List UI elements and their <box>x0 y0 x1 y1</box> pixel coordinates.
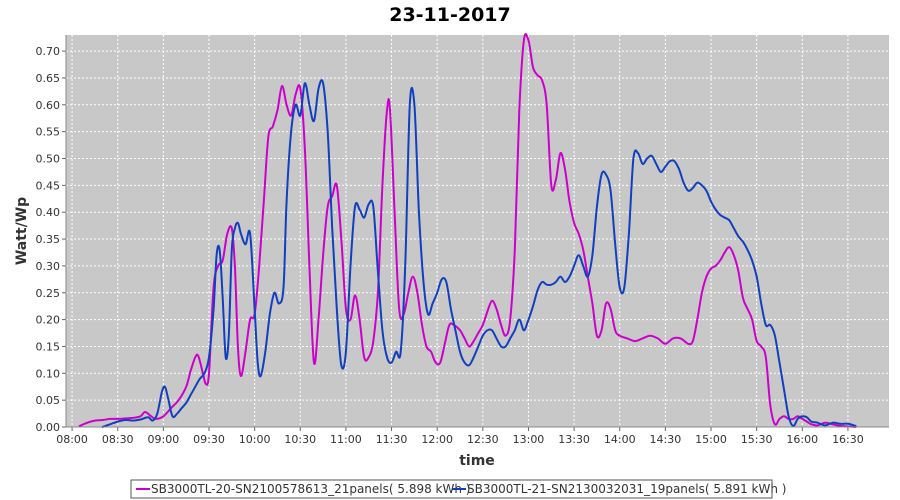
series-line-2 <box>101 79 857 428</box>
x-tick-label: 10:30 <box>284 433 316 446</box>
y-tick-label: 0.10 <box>36 367 61 380</box>
x-tick-label: 15:00 <box>695 433 727 446</box>
y-tick-label: 0.25 <box>36 287 61 300</box>
y-tick-label: 0.40 <box>36 206 61 219</box>
x-tick-label: 15:30 <box>741 433 773 446</box>
legend: SB3000TL-20-SN2100578613_21panels( 5.898… <box>130 479 786 499</box>
x-tick-label: 12:30 <box>467 433 499 446</box>
x-tick-label: 14:00 <box>604 433 636 446</box>
y-tick-label: 0.65 <box>36 72 61 85</box>
y-tick-label: 0.00 <box>36 421 61 434</box>
y-axis-label: Watt/Wp <box>14 197 30 265</box>
y-tick-label: 0.45 <box>36 179 61 192</box>
plot-area <box>66 35 889 427</box>
legend-label-series-1: SB3000TL-20-SN2100578613_21panels( 5.898… <box>151 482 470 496</box>
x-tick-label: 13:30 <box>558 433 590 446</box>
y-tick-label: 0.70 <box>36 45 61 58</box>
x-tick-label: 09:00 <box>148 433 180 446</box>
x-tick-label: 16:30 <box>832 433 864 446</box>
x-tick-label: 13:00 <box>513 433 545 446</box>
x-tick-label: 12:00 <box>421 433 453 446</box>
y-tick-label: 0.30 <box>36 260 61 273</box>
y-tick-label: 0.50 <box>36 153 61 166</box>
axes: 0.00 0.05 0.10 0.15 0.20 0.25 0.30 0.35 0.40 0.45… <box>36 35 889 446</box>
x-tick-label: 11:30 <box>376 433 408 446</box>
x-tick-label: 10:00 <box>239 433 271 446</box>
x-tick-label: 09:30 <box>193 433 225 446</box>
y-tick-label: 0.05 <box>36 394 61 407</box>
x-tick-label: 08:00 <box>56 433 88 446</box>
y-tick-label: 0.15 <box>36 340 61 353</box>
x-tick-label: 16:00 <box>786 433 818 446</box>
y-tick-label: 0.35 <box>36 233 61 246</box>
y-tick-label: 0.20 <box>36 314 61 327</box>
x-tick-label: 08:30 <box>102 433 134 446</box>
x-tick-label: 14:30 <box>650 433 682 446</box>
y-tick-label: 0.60 <box>36 99 61 112</box>
x-axis-label: time <box>459 453 495 469</box>
legend-box <box>130 479 773 499</box>
legend-label-series-2: SB3000TL-21-SN2130032031_19panels( 5.891… <box>467 482 786 496</box>
series-lines <box>78 33 857 428</box>
x-tick-label: 11:00 <box>330 433 362 446</box>
y-tick-label: 0.55 <box>36 126 61 139</box>
chart-title: 23-11-2017 <box>389 4 511 26</box>
grid-lines <box>66 35 889 427</box>
